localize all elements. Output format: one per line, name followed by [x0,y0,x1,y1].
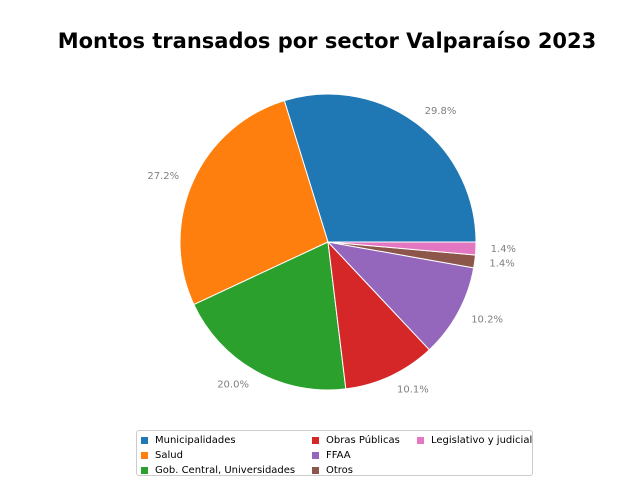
pct-label-obras-publicas: 10.1% [397,384,429,395]
legend-label: Salud [155,449,183,461]
legend-swatch [141,466,148,474]
legend-label: FFAA [326,449,351,461]
legend-label: Gob. Central, Universidades [155,464,296,476]
pie-slice-ffaa [327,241,475,351]
legend: Municipalidades Salud Gob. Central, Univer… [136,430,533,476]
legend-item-otros: Otros [312,464,353,476]
legend-swatch [312,466,319,474]
pct-label-gob-central-universidades: 20.0% [217,379,249,390]
pct-label-otros: 1.4% [489,258,514,269]
legend-swatch [312,436,319,444]
pie-slice-salud [179,100,329,306]
pie-slice-municipalidades [283,93,477,243]
pct-label-ffaa: 10.2% [471,314,503,325]
legend-item-ffaa: FFAA [312,449,351,461]
pie-slice-legislativo-y-judicial [327,241,477,256]
legend-item-salud: Salud [141,449,183,461]
pie-slice-obras-publicas [327,241,430,390]
legend-label: Obras Públicas [326,434,400,446]
legend-swatch [141,451,148,459]
legend-item-gob-central-universidades: Gob. Central, Universidades [141,464,295,476]
pie-slices [179,93,477,391]
pct-label-legislativo-y-judicial: 1.4% [491,244,516,255]
legend-item-legislativo-y-judicial: Legislativo y judicial [417,434,532,446]
pie-percentage-labels: 29.8% 27.2% 20.0% 10.1% 10.2% 1.4% 1.4% [147,106,516,395]
legend-swatch [312,451,319,459]
pct-label-municipalidades: 29.8% [425,106,457,117]
legend-label: Municipalidades [155,434,236,446]
legend-swatch [417,436,424,444]
chart-title: Montos transados por sector Valparaíso 2… [57,29,597,53]
legend-swatch [141,436,148,444]
pct-label-salud: 27.2% [147,171,179,182]
legend-label: Otros [326,464,354,476]
legend-item-municipalidades: Municipalidades [141,434,236,446]
legend-item-obras-publicas: Obras Públicas [312,434,400,446]
legend-label: Legislativo y judicial [431,434,533,446]
pie-slice-gob-central-universidades [193,241,347,391]
